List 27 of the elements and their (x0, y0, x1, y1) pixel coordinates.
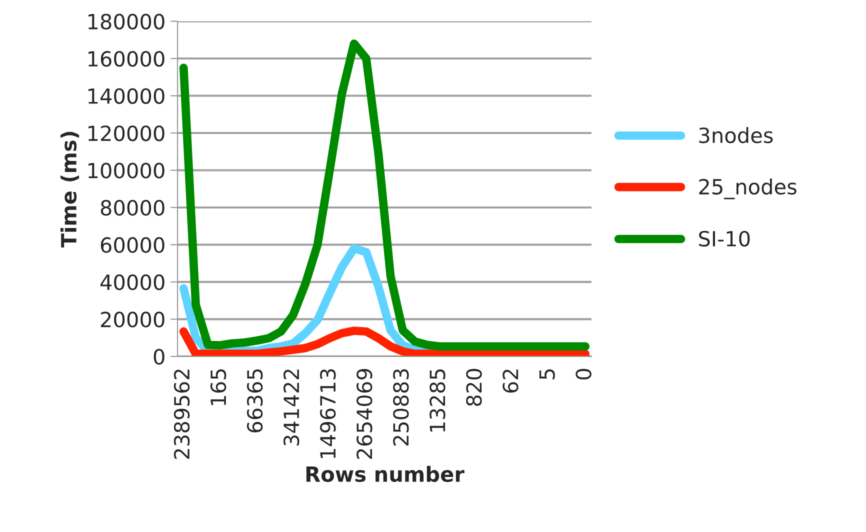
x-tick-label: 5 (539, 369, 555, 380)
y-tick-label: 180000 (88, 14, 164, 30)
y-tick-label: 120000 (88, 125, 164, 142)
y-axis-title: Time (ms) (60, 132, 80, 248)
x-tick-label: 0 (576, 368, 592, 380)
legend-label: 3nodes (699, 127, 773, 144)
legend-label: SI-10 (699, 230, 750, 247)
x-tick-label: 62 (502, 370, 518, 393)
x-tick-label: 2389562 (174, 370, 190, 459)
y-tick-label: 80000 (100, 200, 164, 216)
x-tick-label: 250883 (393, 369, 409, 446)
y-tick-label: 20000 (100, 312, 164, 328)
x-tick-label: 13285 (430, 369, 446, 432)
y-tick-label: 0 (154, 348, 164, 365)
y-tick-label: 60000 (100, 237, 164, 253)
x-tick-label: 820 (466, 368, 482, 406)
y-tick-label: 160000 (88, 50, 164, 67)
x-tick-label: 2654069 (356, 369, 372, 459)
x-tick-label: 1496713 (320, 369, 336, 458)
y-tick-label: 140000 (88, 88, 164, 104)
y-tick-label: 100000 (88, 162, 164, 178)
x-axis-title: Rows number (306, 466, 464, 482)
y-tick-label: 40000 (100, 274, 164, 290)
x-tick-label: 341422 (283, 370, 300, 446)
x-tick-label: 165 (210, 369, 226, 406)
legend-label: 25_nodes (699, 178, 796, 200)
x-tick-label: 66365 (246, 369, 263, 432)
